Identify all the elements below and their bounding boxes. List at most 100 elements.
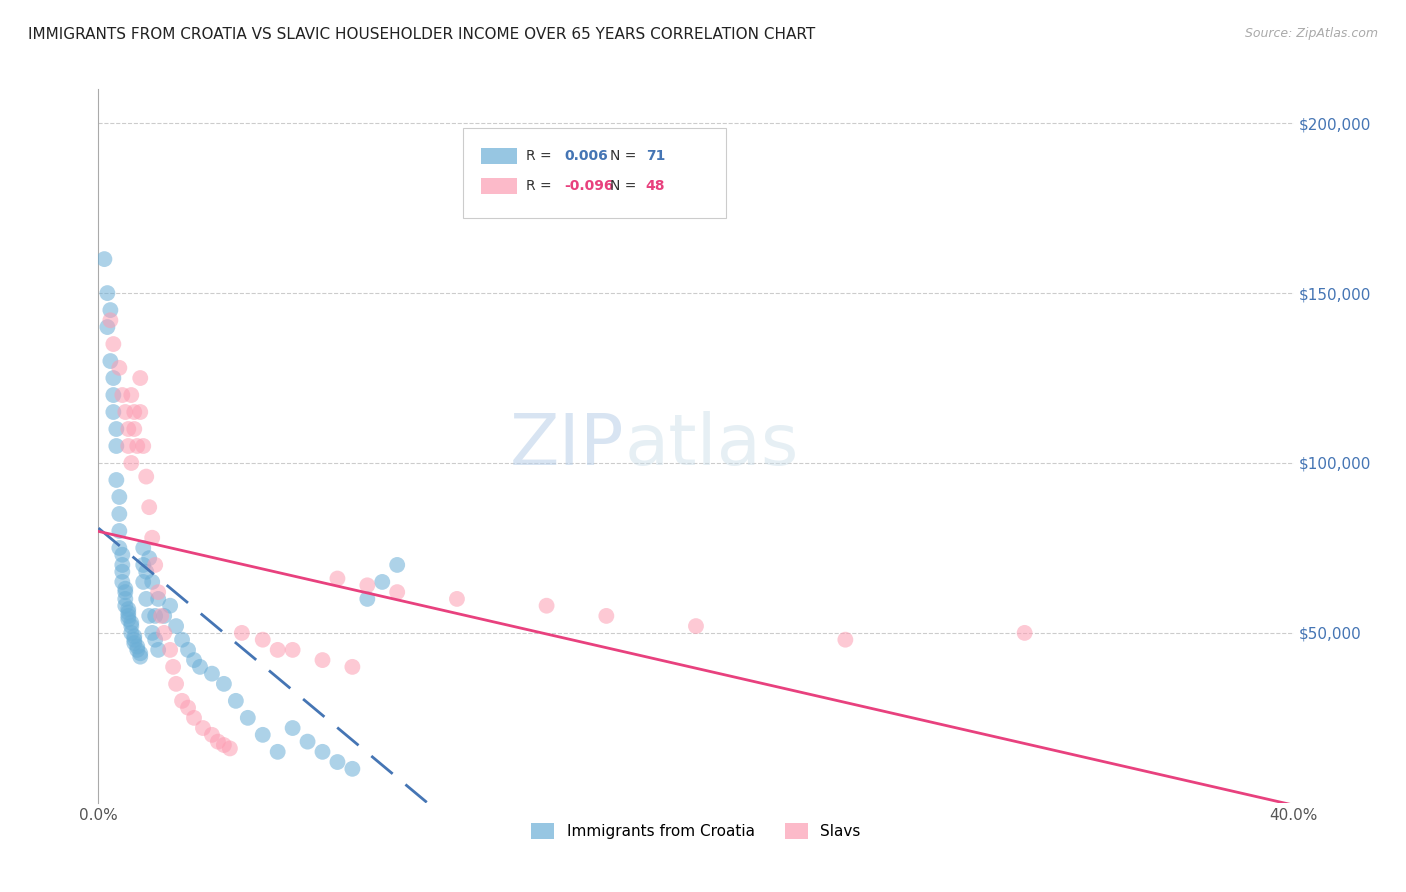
- Point: [385, 585, 409, 599]
- Point: [135, 469, 157, 483]
- Point: [103, 337, 125, 351]
- Point: [165, 677, 187, 691]
- Point: [536, 599, 558, 613]
- Point: [231, 626, 253, 640]
- Text: N =: N =: [610, 149, 641, 163]
- Point: [188, 660, 211, 674]
- Point: [281, 643, 304, 657]
- Point: [103, 388, 125, 402]
- Point: [138, 500, 160, 515]
- Point: [342, 660, 364, 674]
- Point: [326, 755, 349, 769]
- FancyBboxPatch shape: [463, 128, 725, 218]
- Point: [103, 371, 125, 385]
- Point: [153, 626, 176, 640]
- Text: -0.096: -0.096: [565, 179, 614, 194]
- Point: [177, 700, 200, 714]
- Point: [98, 354, 122, 368]
- Point: [111, 558, 134, 572]
- Point: [108, 507, 131, 521]
- Point: [120, 626, 142, 640]
- Point: [183, 711, 205, 725]
- Point: [120, 619, 142, 633]
- Point: [117, 422, 139, 436]
- Text: R =: R =: [526, 179, 557, 194]
- Point: [356, 591, 378, 606]
- Point: [96, 320, 118, 334]
- Point: [105, 422, 128, 436]
- Point: [127, 643, 149, 657]
- Point: [1014, 626, 1036, 640]
- Point: [114, 405, 136, 419]
- Point: [201, 728, 224, 742]
- Point: [153, 608, 176, 623]
- Point: [108, 360, 131, 375]
- Point: [183, 653, 205, 667]
- Point: [252, 632, 274, 647]
- Point: [138, 608, 160, 623]
- Point: [129, 371, 152, 385]
- Point: [117, 606, 139, 620]
- Point: [446, 591, 468, 606]
- Point: [371, 574, 394, 589]
- Point: [141, 531, 163, 545]
- Point: [267, 745, 290, 759]
- Point: [93, 252, 115, 266]
- Point: [135, 591, 157, 606]
- Point: [252, 728, 274, 742]
- Point: [267, 643, 290, 657]
- Point: [148, 643, 170, 657]
- Point: [129, 649, 152, 664]
- Point: [177, 643, 200, 657]
- Point: [143, 558, 166, 572]
- Point: [111, 574, 134, 589]
- Point: [108, 524, 131, 538]
- Point: [150, 608, 173, 623]
- Point: [114, 585, 136, 599]
- Point: [143, 608, 166, 623]
- Bar: [481, 148, 517, 164]
- Point: [132, 439, 155, 453]
- Point: [685, 619, 707, 633]
- Point: [172, 632, 194, 647]
- Point: [342, 762, 364, 776]
- Point: [111, 565, 134, 579]
- Point: [124, 422, 146, 436]
- Point: [124, 636, 146, 650]
- Text: IMMIGRANTS FROM CROATIA VS SLAVIC HOUSEHOLDER INCOME OVER 65 YEARS CORRELATION C: IMMIGRANTS FROM CROATIA VS SLAVIC HOUSEH…: [28, 27, 815, 42]
- Point: [108, 541, 131, 555]
- Point: [117, 608, 139, 623]
- Point: [105, 473, 128, 487]
- Point: [103, 405, 125, 419]
- Point: [117, 612, 139, 626]
- Point: [105, 439, 128, 453]
- Point: [127, 640, 149, 654]
- Text: R =: R =: [526, 149, 557, 163]
- Point: [595, 608, 617, 623]
- Point: [207, 734, 229, 748]
- Point: [117, 439, 139, 453]
- Point: [311, 653, 333, 667]
- Point: [114, 582, 136, 596]
- Point: [191, 721, 214, 735]
- Point: [212, 677, 235, 691]
- Point: [356, 578, 378, 592]
- Point: [148, 585, 170, 599]
- Point: [225, 694, 247, 708]
- Point: [98, 303, 122, 318]
- Point: [138, 551, 160, 566]
- Text: ZIP: ZIP: [510, 411, 624, 481]
- Point: [111, 548, 134, 562]
- Point: [108, 490, 131, 504]
- Point: [120, 456, 142, 470]
- Text: atlas: atlas: [624, 411, 799, 481]
- Text: 48: 48: [645, 179, 665, 194]
- Point: [172, 694, 194, 708]
- Point: [326, 572, 349, 586]
- Point: [162, 660, 184, 674]
- Point: [834, 632, 856, 647]
- Text: N =: N =: [610, 179, 641, 194]
- Point: [129, 646, 152, 660]
- Point: [124, 632, 146, 647]
- Legend: Immigrants from Croatia, Slavs: Immigrants from Croatia, Slavs: [526, 817, 866, 845]
